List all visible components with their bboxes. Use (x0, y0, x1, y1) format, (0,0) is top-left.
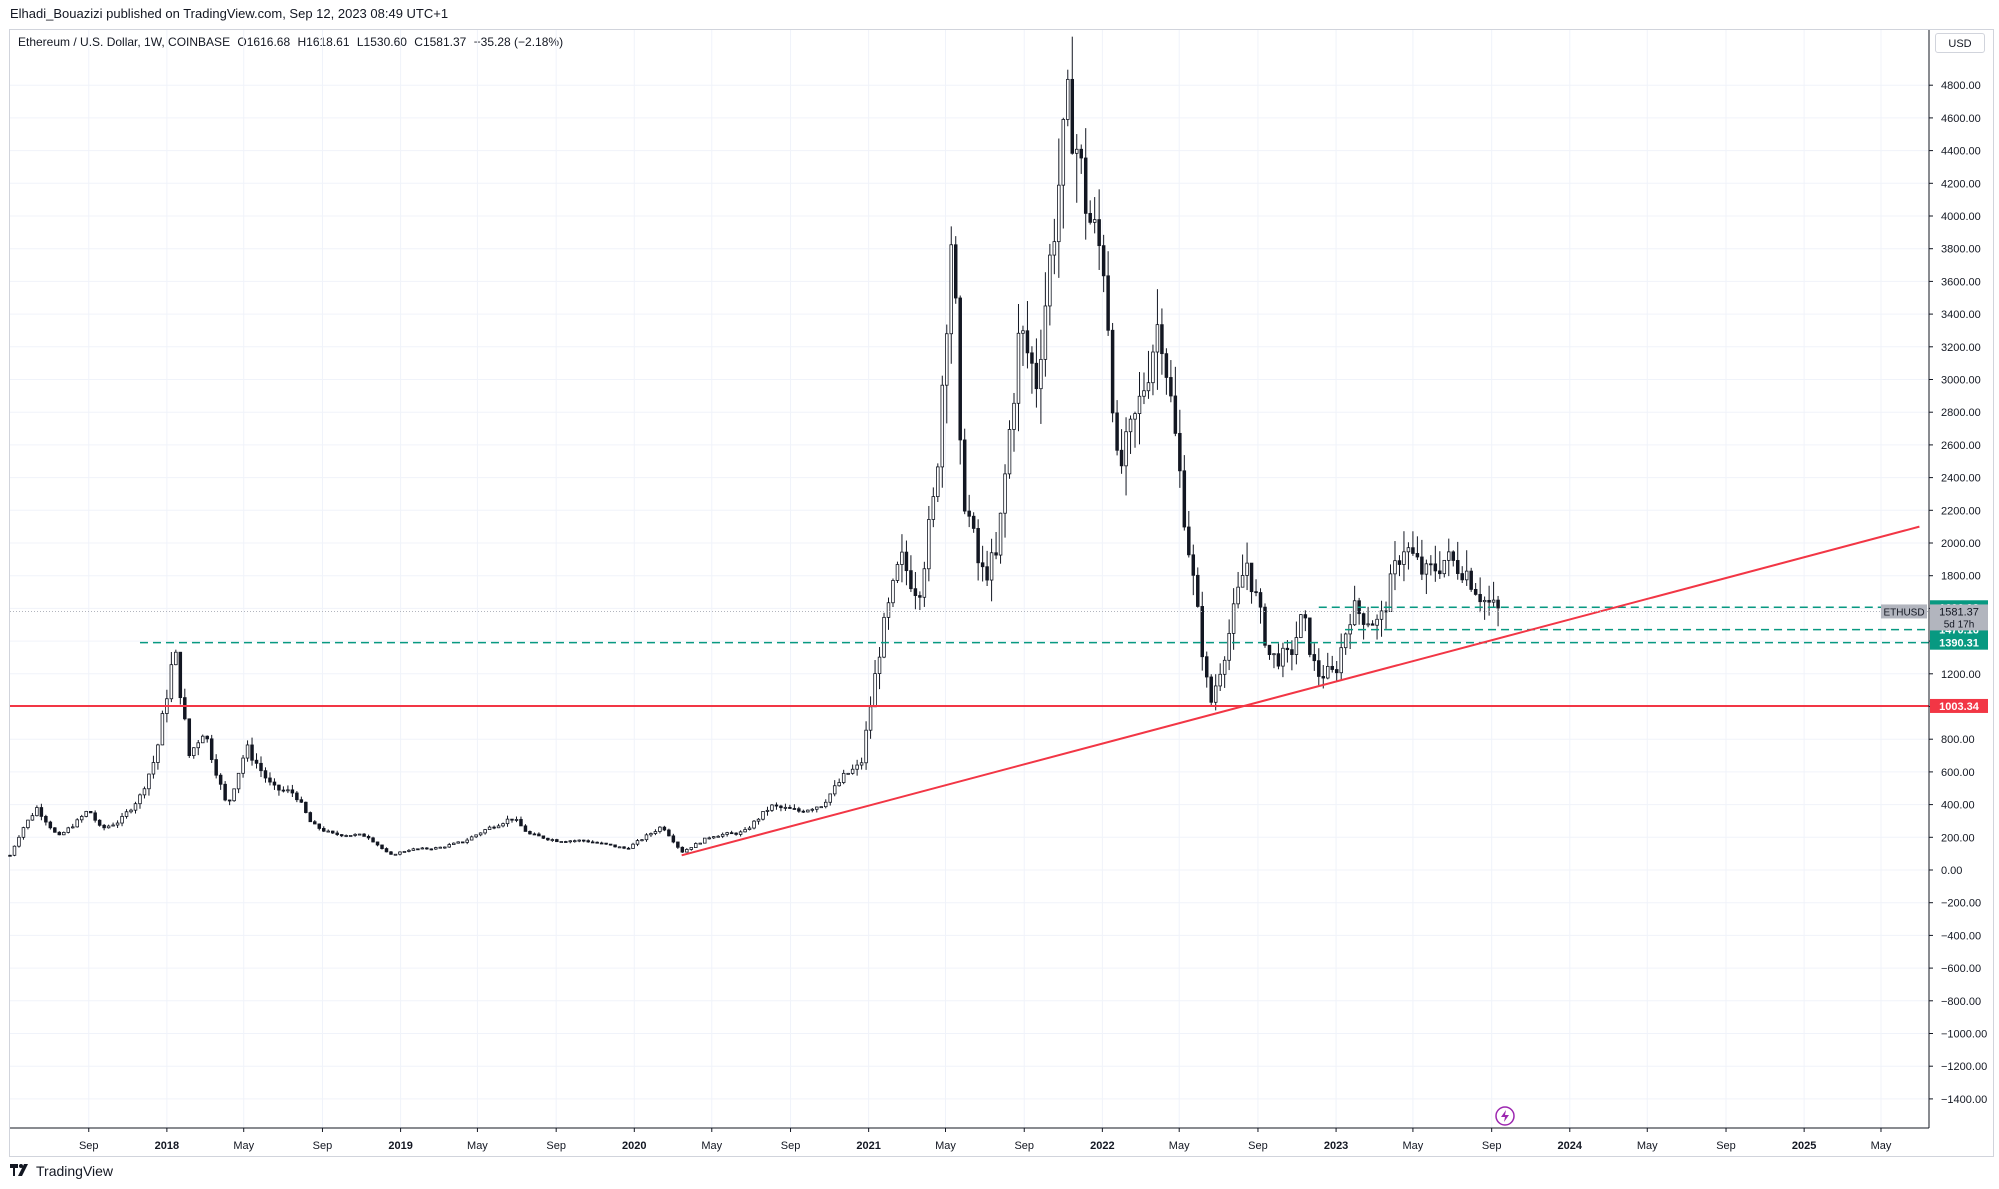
symbol-legend: Ethereum / U.S. Dollar, 1W, COINBASE O16… (18, 35, 567, 49)
symbol-title[interactable]: Ethereum / U.S. Dollar, 1W, COINBASE (18, 35, 231, 49)
ohlc-close: C1581.37 (414, 35, 467, 49)
ohlc-open: O1616.68 (237, 35, 291, 49)
chart-pane[interactable] (9, 29, 1994, 1157)
ohlc-high: H1618.61 (297, 35, 350, 49)
publish-info: Elhadi_Bouazizi published on TradingView… (10, 6, 449, 21)
ohlc-low: L1530.60 (356, 35, 407, 49)
tradingview-logo-icon[interactable] (10, 1163, 30, 1179)
ohlc-change: −35.28 (−2.18%) (473, 35, 564, 49)
currency-button[interactable]: USD (1935, 33, 1985, 53)
footer: TradingView (10, 1163, 113, 1179)
tradingview-brand[interactable]: TradingView (36, 1163, 114, 1179)
